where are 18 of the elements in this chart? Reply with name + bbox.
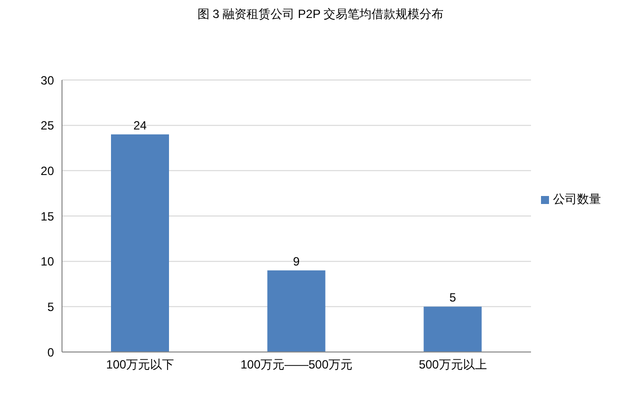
x-tick-label: 100万元以下 (106, 358, 174, 372)
chart-title: 图 3 融资租赁公司 P2P 交易笔均借款规模分布 (196, 6, 445, 23)
y-tick-label: 25 (40, 118, 54, 133)
bar (424, 306, 482, 352)
y-tick-label: 5 (47, 300, 54, 314)
data-label: 5 (449, 290, 456, 305)
y-tick-label: 15 (40, 209, 54, 224)
bar (267, 270, 326, 352)
x-tick-label: 100万元——500万元 (240, 358, 353, 372)
y-tick-label: 20 (40, 164, 54, 178)
data-label: 24 (133, 118, 147, 132)
y-tick-label: 0 (47, 345, 54, 360)
y-tick-label: 30 (40, 73, 54, 88)
legend-label: 公司数量 (553, 192, 601, 206)
data-label: 9 (292, 254, 300, 268)
y-tick-label: 10 (40, 254, 54, 269)
x-tick-label: 500万元以上 (418, 358, 487, 372)
bar (111, 134, 169, 352)
